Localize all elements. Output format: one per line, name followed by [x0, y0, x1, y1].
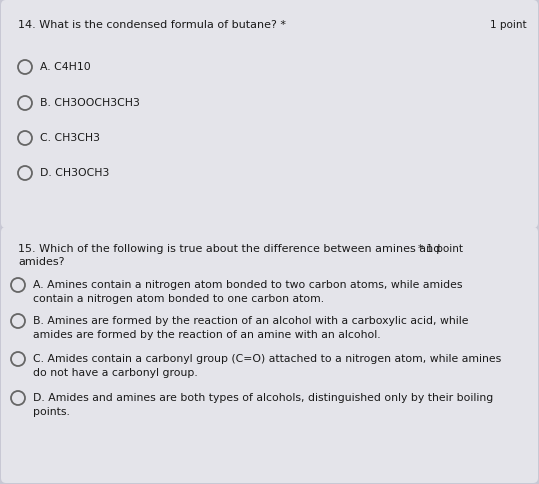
- Text: amides?: amides?: [18, 257, 65, 267]
- Text: * 1 point: * 1 point: [418, 244, 463, 254]
- Text: A. C4H10: A. C4H10: [40, 62, 91, 72]
- Text: C. CH3CH3: C. CH3CH3: [40, 133, 100, 143]
- Text: B. CH3OOCH3CH3: B. CH3OOCH3CH3: [40, 98, 140, 108]
- Text: 15. Which of the following is true about the difference between amines and: 15. Which of the following is true about…: [18, 244, 440, 254]
- Text: C. Amides contain a carbonyl group (C=O) attached to a nitrogen atom, while amin: C. Amides contain a carbonyl group (C=O)…: [33, 354, 501, 378]
- Text: 14. What is the condensed formula of butane? *: 14. What is the condensed formula of but…: [18, 20, 286, 30]
- Text: D. Amides and amines are both types of alcohols, distinguished only by their boi: D. Amides and amines are both types of a…: [33, 393, 493, 417]
- Text: 1 point: 1 point: [490, 20, 527, 30]
- FancyBboxPatch shape: [1, 0, 538, 228]
- FancyBboxPatch shape: [1, 227, 538, 483]
- Text: A. Amines contain a nitrogen atom bonded to two carbon atoms, while amides
conta: A. Amines contain a nitrogen atom bonded…: [33, 280, 462, 303]
- Text: B. Amines are formed by the reaction of an alcohol with a carboxylic acid, while: B. Amines are formed by the reaction of …: [33, 316, 468, 340]
- Text: D. CH3OCH3: D. CH3OCH3: [40, 168, 109, 178]
